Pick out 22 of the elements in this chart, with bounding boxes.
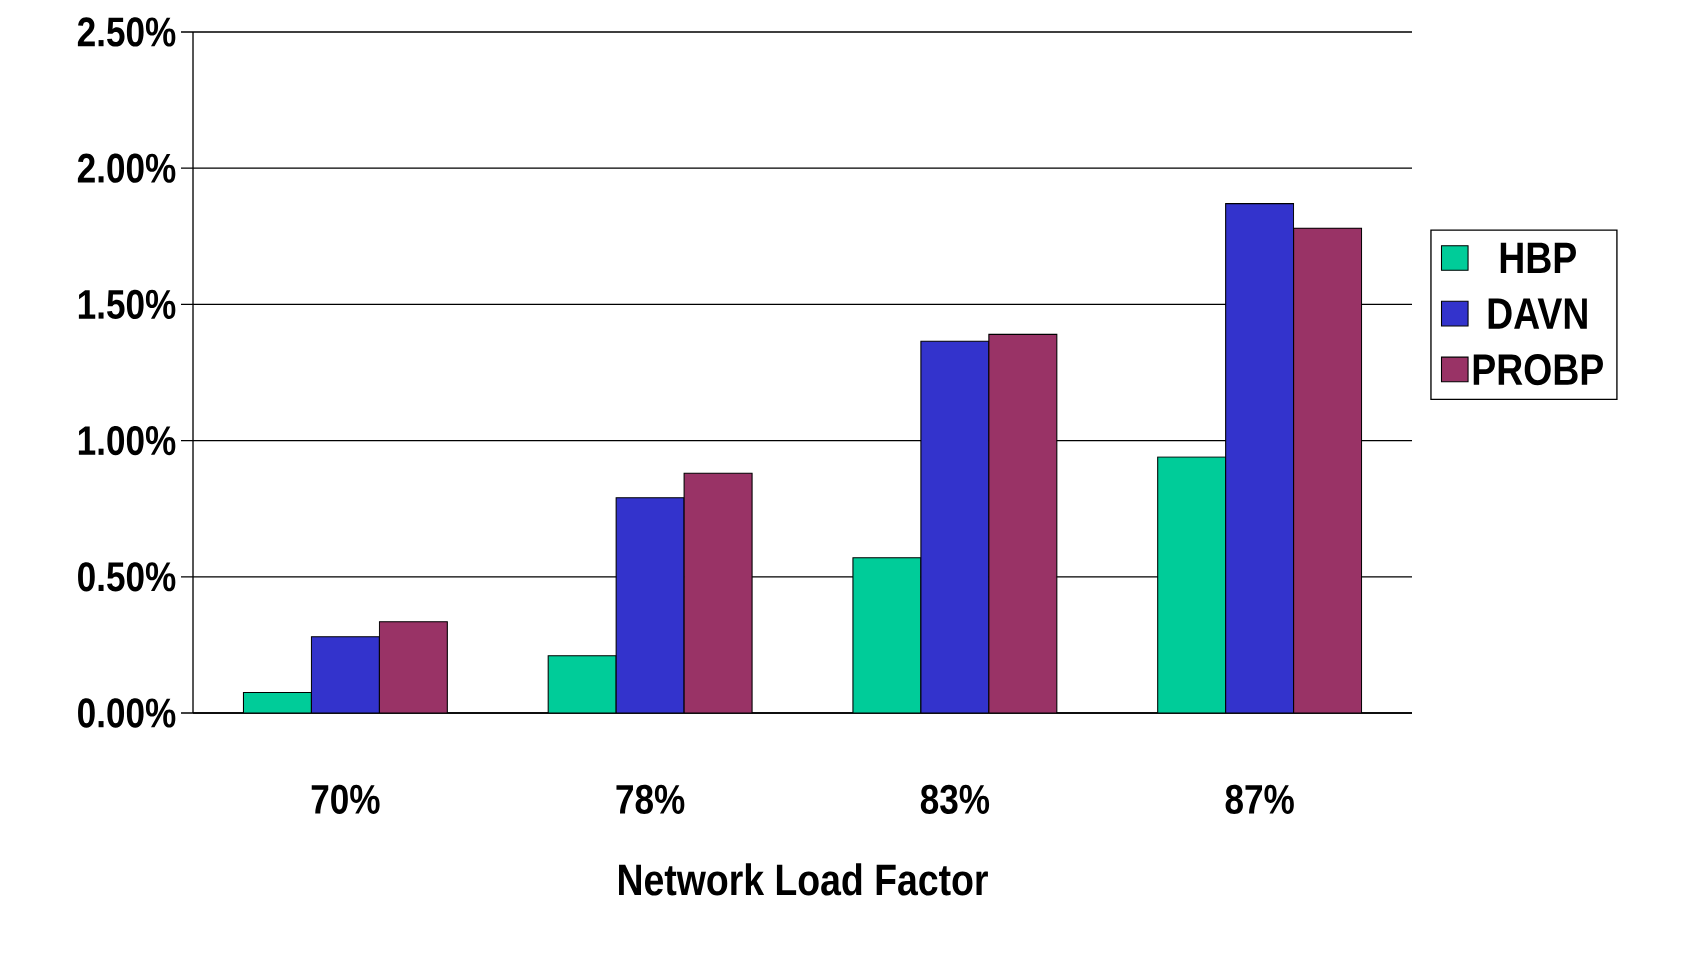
y-tick-label: 1.50% — [78, 289, 176, 320]
x-axis-title: Network Load Factor — [619, 863, 988, 896]
y-tick-label: 0.50% — [78, 562, 176, 592]
x-tick-label: 78% — [616, 784, 685, 814]
bar — [242, 692, 312, 713]
y-tick-label: 2.00% — [77, 153, 176, 183]
legend-label: DAVN — [1488, 298, 1587, 329]
bar — [920, 340, 990, 713]
bar — [852, 557, 922, 713]
bar — [1157, 456, 1227, 713]
y-tick-label: 2.50% — [77, 17, 176, 47]
x-tick-label: 87% — [1225, 784, 1294, 814]
bar — [310, 636, 380, 713]
legend-label: HBP — [1500, 242, 1576, 274]
y-tick-label: 0.00% — [78, 698, 176, 728]
x-tick-label: 83% — [920, 784, 990, 815]
legend-label: PROBP — [1473, 354, 1603, 386]
bar — [615, 497, 685, 713]
x-tick-label: 70% — [311, 784, 380, 814]
bar — [547, 655, 617, 713]
y-tick-label: 1.00% — [78, 425, 176, 456]
bar — [1225, 203, 1295, 713]
